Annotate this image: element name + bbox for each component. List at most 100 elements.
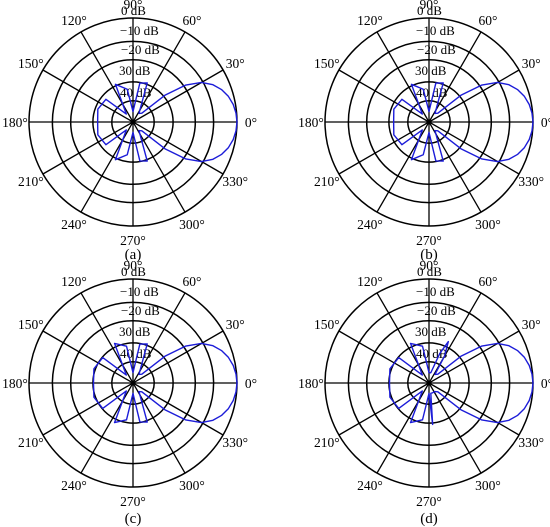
radial-tick-label: −20 dB [417,42,456,57]
polar-panel: 0° 30° 60° 90° 120° 150° 180° 210° 240° 270° 300° 3… [2,258,257,527]
radiation-pattern-line [392,81,534,163]
angle-tick-label: 300° [179,217,205,232]
grid-spoke [428,121,520,175]
angle-tick-label: 90° [124,258,143,273]
angle-tick-label: 120° [357,274,383,289]
angle-tick-label: 270° [416,494,442,509]
radial-tick-label: 0 dB [121,3,146,18]
angle-tick-label: 330° [222,174,248,189]
grid-spoke [428,382,520,436]
grid-spoke [132,382,224,436]
angle-tick-label: 180° [298,376,324,391]
grid-spoke [132,382,186,474]
grid-spoke [42,121,134,175]
panel-caption: (c) [125,511,142,527]
angle-tick-label: 210° [18,174,44,189]
angle-tick-label: 90° [420,0,439,12]
grid-spoke [132,292,186,384]
panel-caption: (b) [420,247,438,263]
angle-tick-label: 0° [541,376,550,391]
angle-tick-label: 240° [357,478,383,493]
grid-spoke [338,330,430,384]
angle-tick-label: 210° [314,174,340,189]
grid-spoke [428,330,520,384]
grid-spoke [42,330,134,384]
angle-tick-label: 150° [314,317,340,332]
angle-tick-label: 240° [61,217,87,232]
angle-tick-label: 180° [2,115,28,130]
radial-tick-label: 30 dB [119,63,151,78]
angle-tick-label: 120° [61,274,87,289]
angle-tick-label: 300° [475,217,501,232]
angle-tick-label: 30° [522,317,541,332]
radial-tick-label: −20 dB [121,42,160,57]
angle-tick-label: 240° [61,478,87,493]
angle-tick-label: 300° [179,478,205,493]
grid-spoke [132,31,186,123]
grid-spoke [428,121,482,213]
radiation-pattern-line [388,340,534,426]
angle-tick-label: 0° [245,115,257,130]
radial-tick-label: −20 dB [121,303,160,318]
angle-tick-label: 300° [475,478,501,493]
polar-panel: 0° 30° 60° 90° 120° 150° 180° 210° 240° 270° 300° 3… [298,0,550,263]
radial-tick-label: 0 dB [121,264,146,279]
angle-tick-label: 60° [479,274,498,289]
radial-tick-label: −10 dB [120,284,159,299]
angle-tick-label: 30° [226,56,245,71]
angle-tick-label: 30° [522,56,541,71]
grid-spoke [428,382,482,474]
grid-spoke [338,69,430,123]
grid-spoke [428,31,482,123]
angle-tick-label: 330° [518,174,544,189]
angle-tick-label: 60° [183,13,202,28]
radial-tick-label: 30 dB [119,324,151,339]
angle-tick-label: 120° [357,13,383,28]
angle-tick-label: 0° [541,115,550,130]
angle-tick-label: 270° [416,233,442,248]
panel-caption: (a) [125,247,142,263]
angle-tick-label: 150° [314,56,340,71]
radial-tick-label: 30 dB [415,63,447,78]
angle-tick-label: 240° [357,217,383,232]
angle-tick-label: 90° [420,258,439,273]
angle-tick-label: 180° [2,376,28,391]
grid-spoke [132,69,224,123]
angle-tick-label: 30° [226,317,245,332]
grid-spoke [338,121,430,175]
polar-panel: 0° 30° 60° 90° 120° 150° 180° 210° 240° 270° 300° 3… [298,258,550,527]
angle-tick-label: 90° [124,0,143,12]
angle-tick-label: 270° [120,233,146,248]
grid-spoke [132,330,224,384]
radial-tick-label: −10 dB [416,23,455,38]
grid-spoke [132,121,224,175]
radial-tick-label: −20 dB [417,303,456,318]
angle-tick-label: 0° [245,376,257,391]
radiation-pattern-line [92,342,238,424]
angle-tick-label: 150° [18,56,44,71]
radial-tick-label: −10 dB [416,284,455,299]
radiation-pattern-line [96,81,238,163]
angle-tick-label: 270° [120,494,146,509]
angle-tick-label: 330° [222,435,248,450]
radial-tick-label: 0 dB [417,3,442,18]
angle-tick-label: 330° [518,435,544,450]
radial-tick-label: 0 dB [417,264,442,279]
angle-tick-label: 120° [61,13,87,28]
grid-spoke [42,382,134,436]
angle-tick-label: 210° [314,435,340,450]
grid-spoke [428,69,520,123]
grid-spoke [132,121,186,213]
angle-tick-label: 180° [298,115,324,130]
polar-panel: 0° 30° 60° 90° 120° 150° 180° 210° 240° 270° 300° 3… [2,0,257,263]
grid-spoke [42,69,134,123]
angle-tick-label: 60° [183,274,202,289]
radial-tick-label: 30 dB [415,324,447,339]
angle-tick-label: 150° [18,317,44,332]
angle-tick-label: 60° [479,13,498,28]
grid-spoke [338,382,430,436]
radial-tick-label: −10 dB [120,23,159,38]
angle-tick-label: 210° [18,435,44,450]
